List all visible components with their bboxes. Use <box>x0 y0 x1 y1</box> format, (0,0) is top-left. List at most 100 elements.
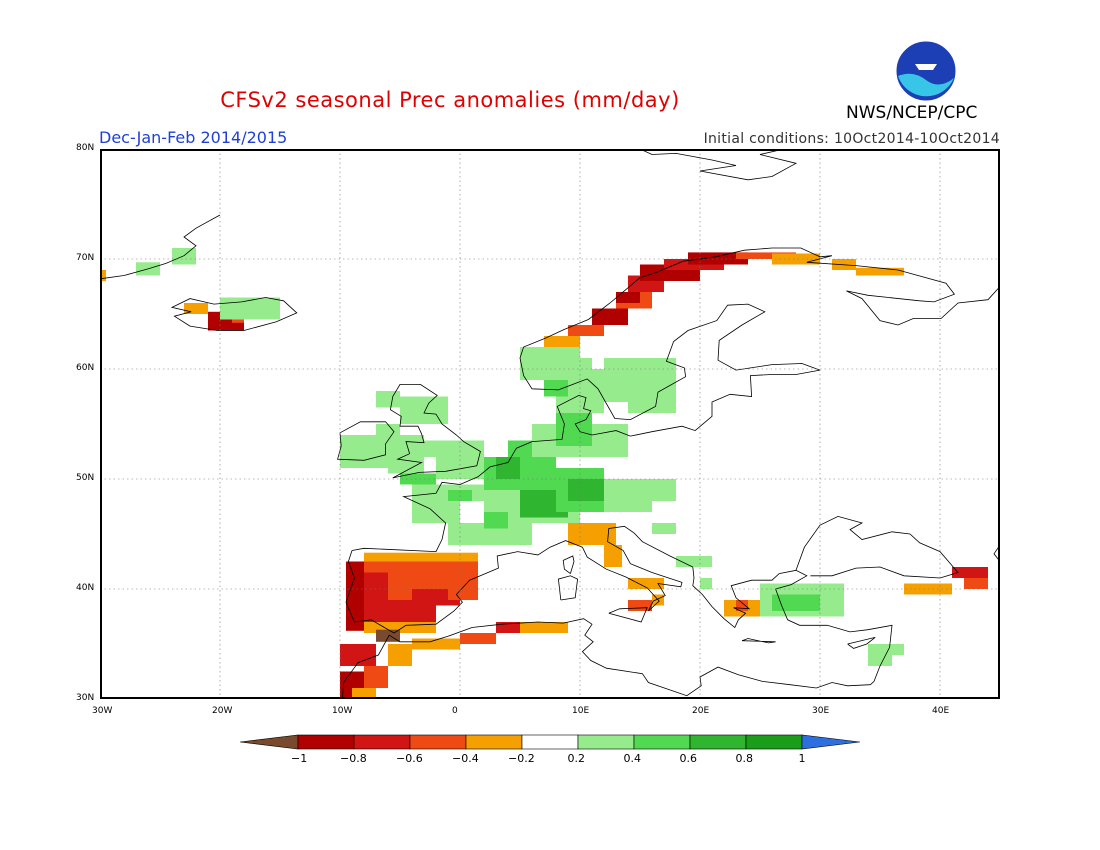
coastline <box>557 575 579 601</box>
anomaly-cell <box>400 396 448 424</box>
anomaly-cell <box>592 308 628 325</box>
legend-swatch <box>353 734 411 750</box>
coastline <box>345 525 893 685</box>
coastline <box>608 607 648 623</box>
longitude-tick-label: 20W <box>212 706 233 716</box>
anomaly-cell <box>568 325 604 336</box>
anomaly-cell <box>520 347 580 380</box>
anomaly-cell <box>604 545 622 567</box>
legend-swatch <box>297 734 355 750</box>
latitude-tick-label: 70N <box>76 253 95 263</box>
longitude-tick-label: 20E <box>692 706 710 716</box>
longitude-tick-label: 30E <box>812 706 830 716</box>
map-frame <box>100 149 1000 699</box>
anomaly-cell <box>388 644 412 666</box>
longitude-tick-label: 0 <box>452 706 458 716</box>
anomaly-cell <box>736 252 796 259</box>
latitude-tick-label: 60N <box>76 363 95 373</box>
anomaly-cell <box>604 501 652 512</box>
anomaly-cell <box>688 252 748 265</box>
anomaly-cells <box>100 248 988 699</box>
anomaly-cell <box>496 457 520 479</box>
anomaly-cell <box>880 644 904 655</box>
legend-swatch <box>465 734 523 750</box>
coastline <box>741 638 776 644</box>
coastline <box>519 247 1000 421</box>
anomaly-cell <box>364 552 478 562</box>
coastline <box>337 421 395 461</box>
coastline <box>562 555 575 574</box>
anomaly-cell <box>628 600 652 611</box>
coastlines <box>100 149 1000 699</box>
legend-swatch <box>689 734 747 750</box>
coastline <box>389 383 481 479</box>
season-label: Dec-Jan-Feb 2014/2015 <box>99 128 288 147</box>
legend-tick-label: −0.4 <box>452 752 479 765</box>
anomaly-cell <box>664 380 676 413</box>
anomaly-cell <box>364 561 424 573</box>
anomaly-cell <box>856 267 904 276</box>
anomaly-cell <box>604 479 676 501</box>
latitude-tick-label: 80N <box>76 143 95 153</box>
legend-tick-label: −0.2 <box>508 752 535 765</box>
legend-tick-label: 1 <box>798 752 806 765</box>
anomaly-cell <box>628 578 664 589</box>
initial-conditions-label: Initial conditions: 10Oct2014-10Oct2014 <box>703 131 1000 147</box>
anomaly-cell <box>544 336 580 347</box>
coastline <box>795 515 959 579</box>
anomaly-cell <box>352 688 376 699</box>
anomaly-cell <box>652 523 676 534</box>
anomaly-cell <box>400 473 436 485</box>
anomaly-cell <box>952 567 988 578</box>
anomaly-cell <box>448 578 478 600</box>
legend-swatch <box>409 734 467 750</box>
color-legend <box>240 734 860 750</box>
legend-arrow-low <box>240 734 299 750</box>
anomaly-cell <box>364 666 388 688</box>
coastline <box>639 149 798 181</box>
coastline <box>170 297 298 331</box>
anomaly-cell <box>460 633 496 644</box>
anomaly-cell <box>736 600 748 611</box>
anomaly-cell <box>964 578 988 589</box>
anomaly-cell <box>772 594 820 611</box>
coastline <box>100 214 221 280</box>
anomaly-cell <box>460 501 484 523</box>
latitude-tick-label: 30N <box>76 693 95 703</box>
coastline <box>351 369 821 553</box>
anomaly-cell <box>172 248 196 265</box>
agency-label: NWS/NCEP/CPC <box>846 103 978 123</box>
anomaly-cell <box>412 638 460 650</box>
anomaly-cell <box>100 270 106 281</box>
coastline <box>342 618 871 699</box>
legend-tick-label: 0.6 <box>679 752 698 765</box>
anomaly-cell <box>184 303 208 314</box>
legend-arrow-high <box>801 734 860 750</box>
anomaly-cell <box>700 578 712 589</box>
legend-tick-label: 0.2 <box>567 752 586 765</box>
anomaly-cell <box>364 622 436 633</box>
chart-title: CFSv2 seasonal Prec anomalies (mm/day) <box>220 88 680 112</box>
longitude-tick-label: 40E <box>932 706 950 716</box>
latitude-tick-label: 50N <box>76 473 95 483</box>
graticule <box>100 149 1000 699</box>
anomaly-cell <box>496 622 520 633</box>
legend-tick-label: −1 <box>291 752 308 765</box>
legend-swatch <box>745 734 803 750</box>
anomaly-cell <box>676 556 712 567</box>
anomaly-cell <box>220 297 280 320</box>
longitude-tick-label: 30W <box>92 706 113 716</box>
precipitation-anomaly-map <box>100 149 1000 699</box>
legend-swatch <box>521 734 579 750</box>
longitude-tick-label: 10E <box>572 706 590 716</box>
anomaly-cell <box>520 622 568 633</box>
noaa-logo-icon <box>895 40 957 102</box>
coastline <box>847 637 876 649</box>
latitude-tick-label: 40N <box>76 583 95 593</box>
legend-tick-label: −0.6 <box>396 752 423 765</box>
anomaly-cell <box>616 292 640 303</box>
anomaly-cell <box>484 512 508 529</box>
longitude-tick-label: 10W <box>332 706 353 716</box>
legend-swatch <box>577 734 635 750</box>
legend-tick-label: 0.4 <box>623 752 642 765</box>
